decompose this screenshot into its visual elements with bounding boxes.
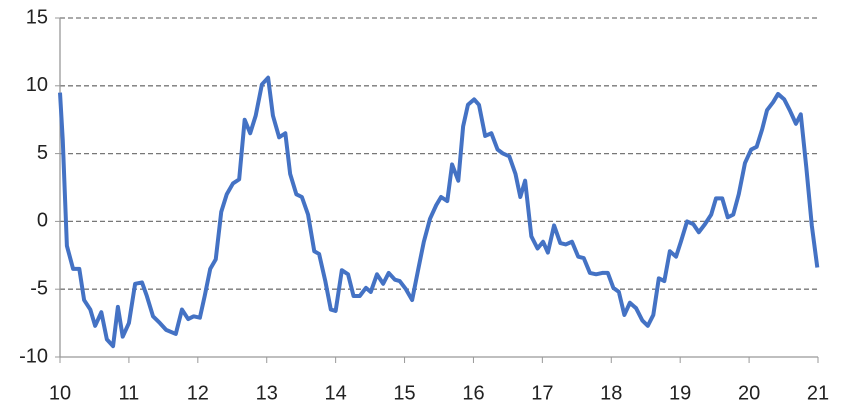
x-tick-label: 14 — [325, 382, 347, 404]
x-tick-label: 12 — [187, 382, 209, 404]
x-tick-label: 13 — [256, 382, 278, 404]
data-line — [58, 75, 820, 349]
y-tick-label: 10 — [26, 74, 48, 96]
x-tick-label: 16 — [462, 382, 484, 404]
x-tick-label: 19 — [669, 382, 691, 404]
x-tick-label: 11 — [119, 382, 140, 404]
y-tick-label: 5 — [37, 142, 48, 164]
y-tick-label: 15 — [26, 6, 48, 28]
y-tick-label: 0 — [37, 210, 48, 232]
x-tick-label: 20 — [738, 382, 760, 404]
y-tick-label: -5 — [30, 277, 48, 299]
x-tick-label: 21 — [807, 382, 829, 404]
x-tick-label: 10 — [49, 382, 71, 404]
x-tick-label: 15 — [393, 382, 415, 404]
x-tick-label: 17 — [531, 382, 553, 404]
x-tick-label: 18 — [600, 382, 622, 404]
y-tick-label: -10 — [19, 345, 48, 367]
